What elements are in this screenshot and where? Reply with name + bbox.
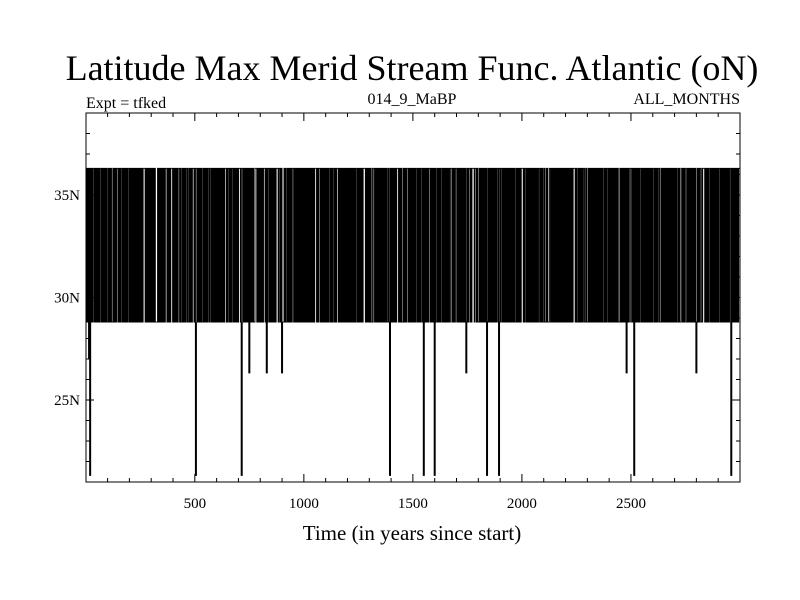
y-tick-label: 30N bbox=[54, 291, 80, 307]
header-left: Expt = tfked bbox=[86, 95, 166, 112]
series-line bbox=[85, 167, 740, 323]
header-center: 014_9_MaBP bbox=[368, 91, 457, 108]
axes: 500 1000 1500 2000 2500 25N 30N 35N bbox=[54, 112, 741, 512]
x-tick-label: 2000 bbox=[507, 496, 537, 512]
x-tick-label: 500 bbox=[184, 496, 207, 512]
x-axis-label: Time (in years since start) bbox=[303, 521, 522, 545]
x-tick-label: 2500 bbox=[616, 496, 646, 512]
data-layer bbox=[85, 167, 740, 476]
x-tick-label: 1500 bbox=[398, 496, 428, 512]
x-tick-label: 1000 bbox=[289, 496, 319, 512]
y-tick-label: 35N bbox=[54, 188, 80, 204]
header-right: ALL_MONTHS bbox=[633, 91, 740, 108]
y-tick-label: 25N bbox=[54, 393, 80, 409]
chart-title: Latitude Max Merid Stream Func. Atlantic… bbox=[66, 48, 759, 88]
